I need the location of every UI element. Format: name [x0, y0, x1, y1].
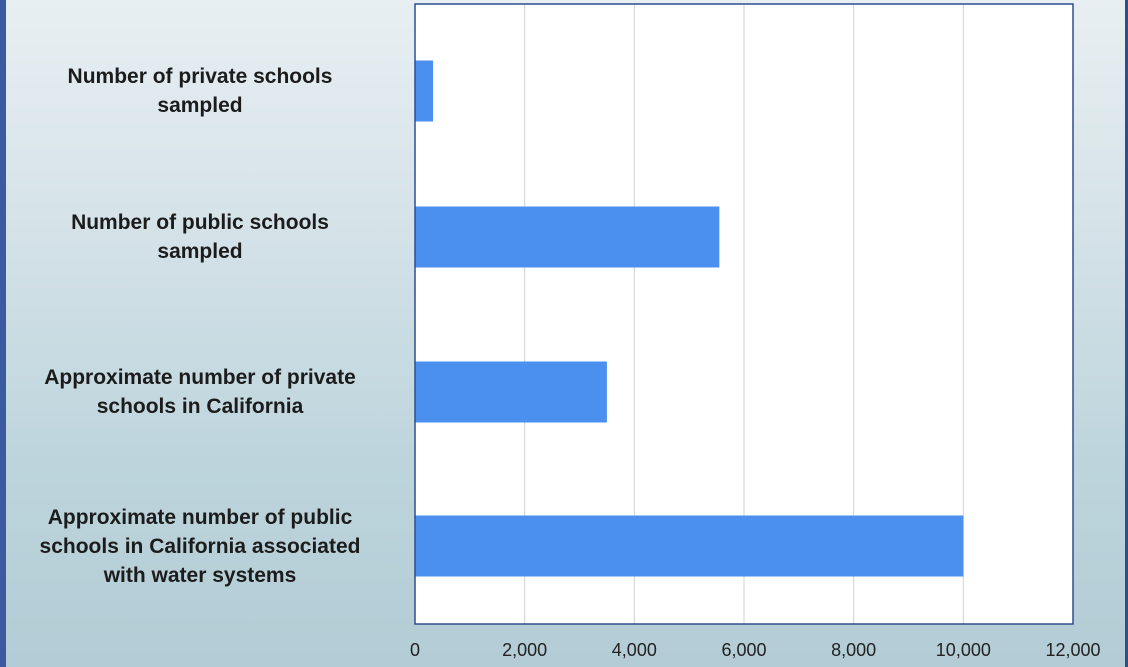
- x-tick-label-6: 12,000: [1045, 640, 1101, 660]
- category-label-line: Number of public schools: [71, 211, 329, 234]
- category-label-2: Number of public schools sampled: [10, 208, 390, 266]
- bar-3: [415, 361, 607, 423]
- right-accent-stripe: [1125, 0, 1128, 667]
- category-label-line: Approximate number of public: [47, 505, 353, 529]
- x-tick-label-1: 2,000: [502, 640, 548, 660]
- bar-1: [415, 60, 434, 122]
- category-label-line: schools in California associated: [39, 534, 361, 558]
- x-tick-label-2: 4,000: [611, 640, 657, 660]
- category-label-line: Approximate number of private: [44, 366, 356, 389]
- x-tick-label-5: 10,000: [935, 640, 991, 660]
- category-label-line: Number of private schools: [67, 65, 333, 88]
- category-label-line: sampled: [157, 94, 243, 117]
- category-label-3: Approximate number of private schools in …: [10, 363, 390, 421]
- category-label-line: with water systems: [103, 563, 297, 587]
- x-tick-label-3: 6,000: [721, 640, 767, 660]
- x-tick-label-0: 0: [409, 640, 420, 660]
- plot-frame: [414, 3, 1074, 625]
- category-label-line: schools in California: [96, 395, 304, 418]
- x-tick-label-4: 8,000: [831, 640, 877, 660]
- bar-2: [415, 206, 720, 268]
- bar-4: [415, 515, 964, 577]
- category-label-line: sampled: [157, 240, 243, 263]
- category-label-4: Approximate number of public schools in C…: [10, 503, 390, 590]
- left-accent-stripe: [0, 0, 6, 667]
- category-label-1: Number of private schools sampled: [10, 62, 390, 120]
